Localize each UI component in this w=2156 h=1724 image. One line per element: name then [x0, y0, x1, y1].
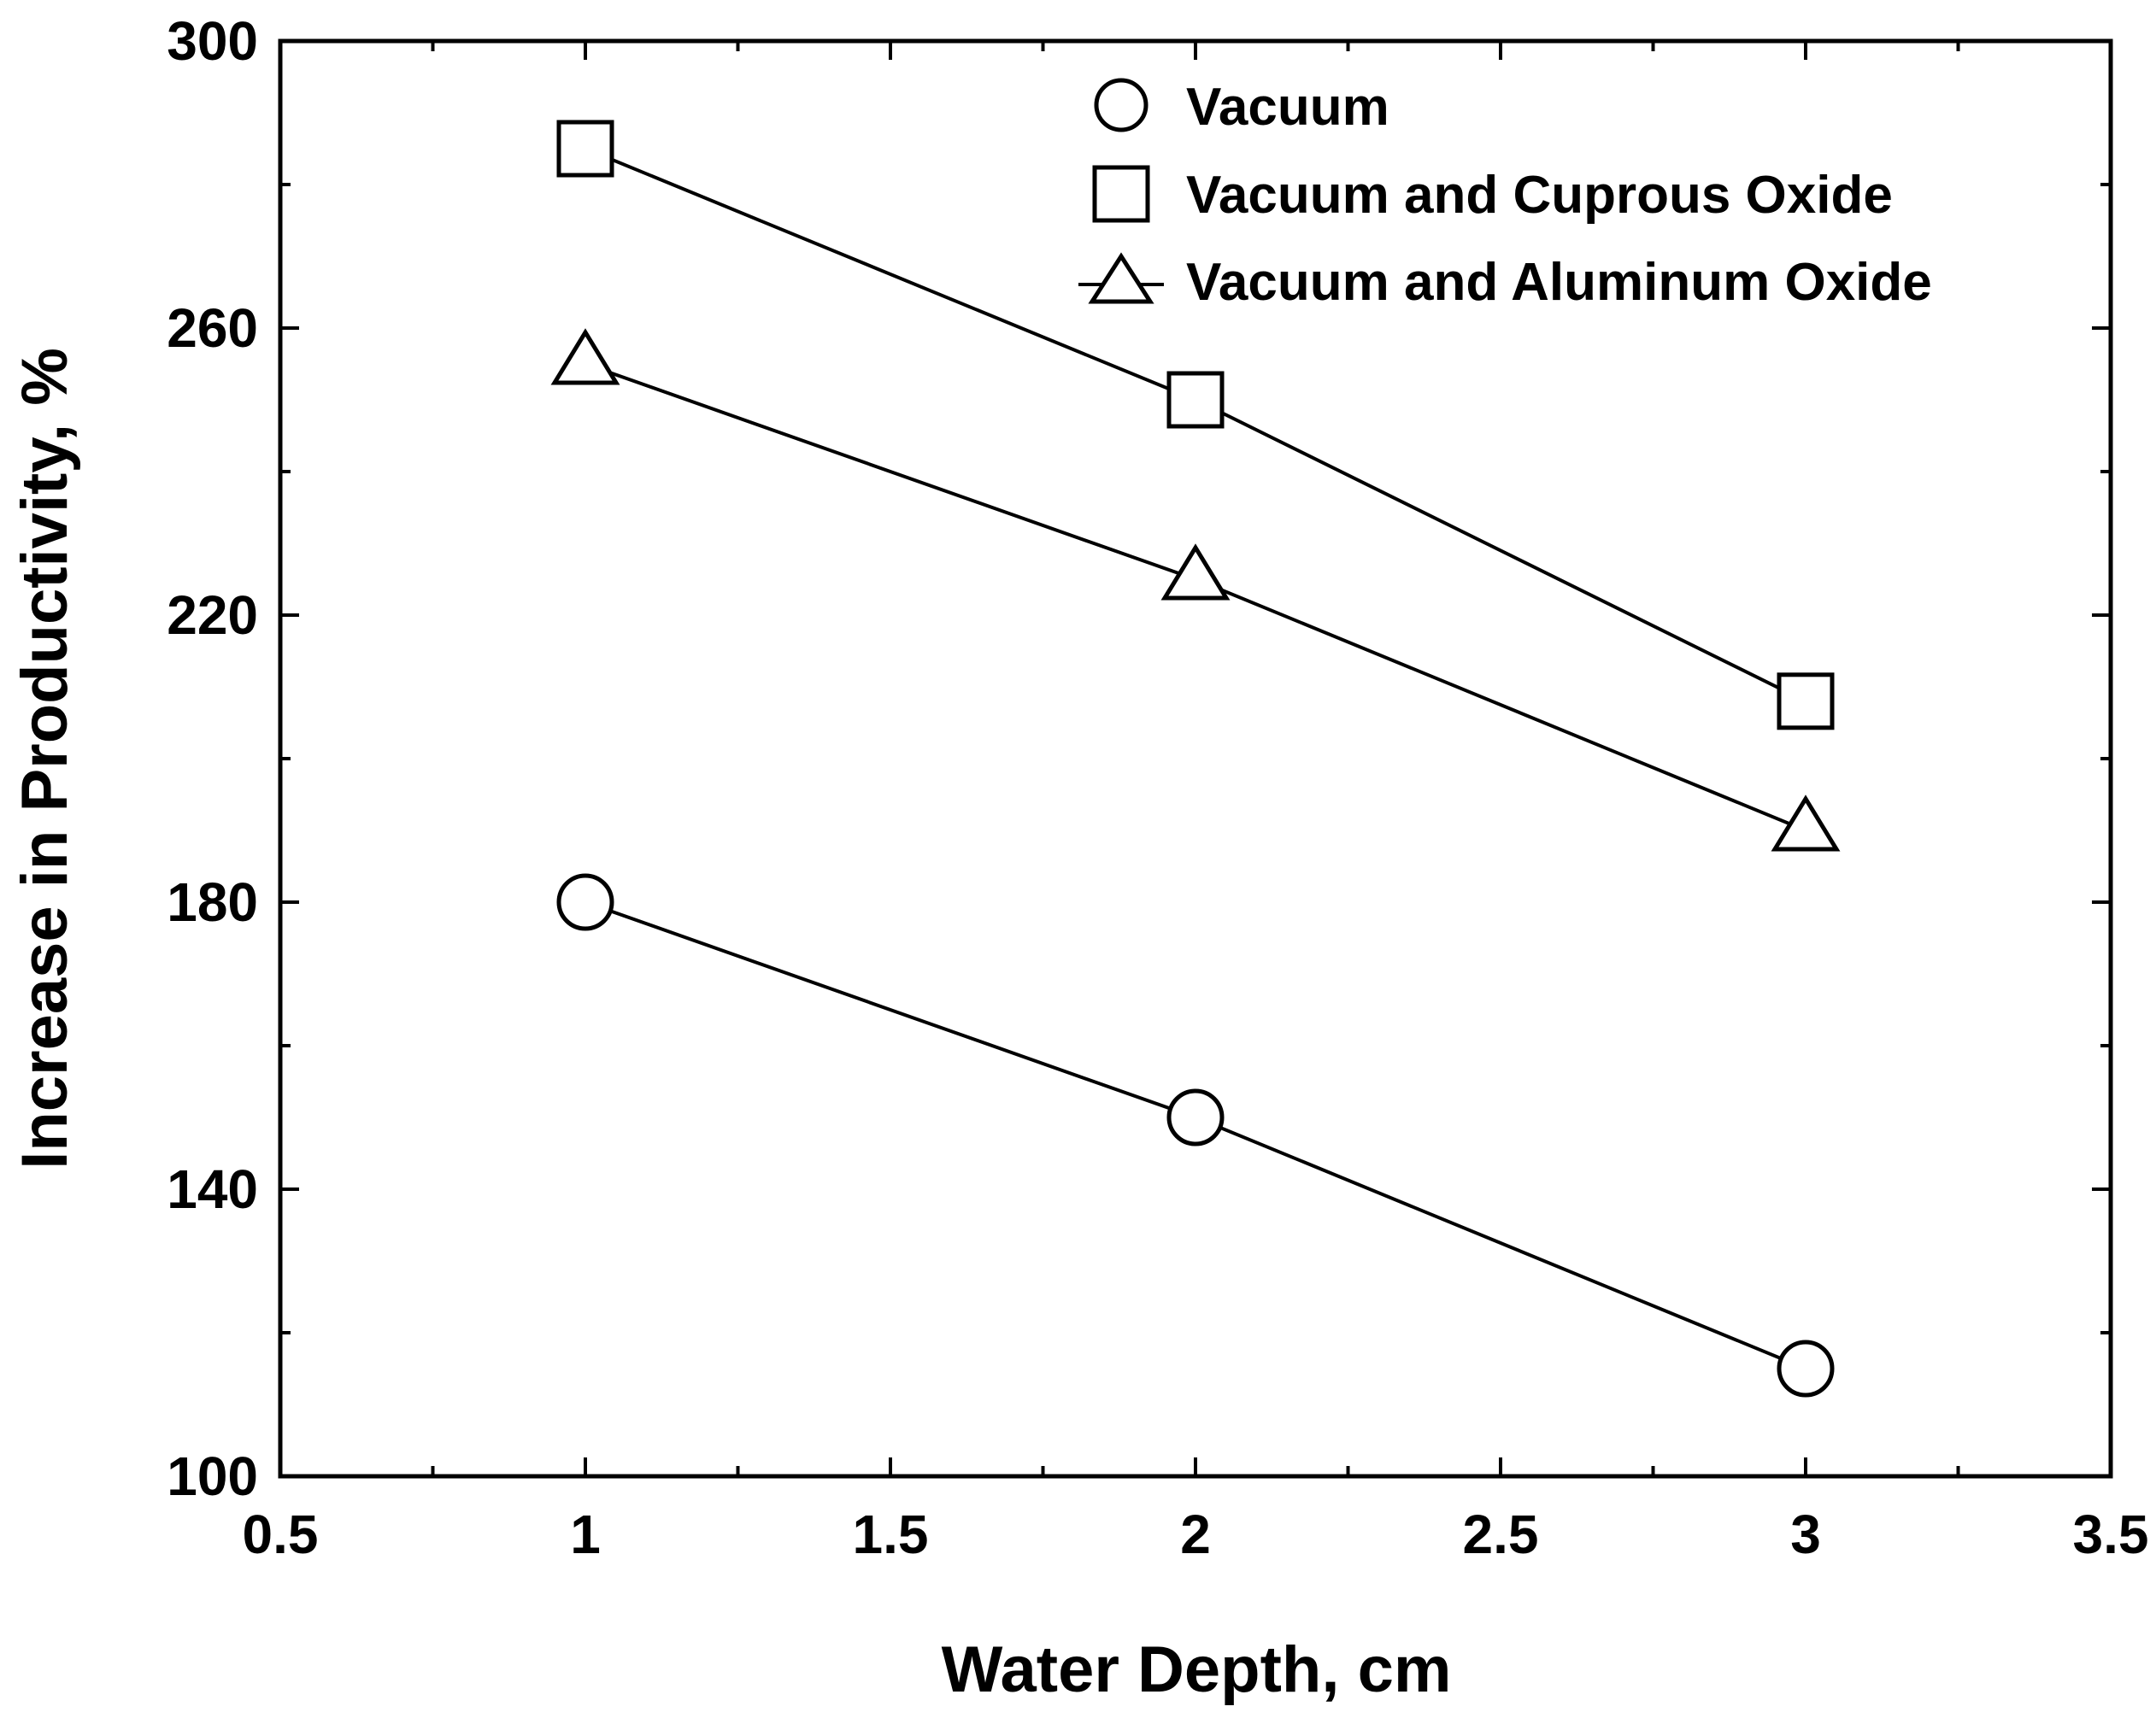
y-tick-label: 180 [167, 871, 258, 933]
x-tick-label: 0.5 [243, 1504, 319, 1565]
legend-marker-square [1092, 165, 1150, 223]
legend-marker-circle [1094, 78, 1148, 132]
legend-marker-triangle [1088, 252, 1154, 304]
x-tick-label: 2.5 [1463, 1504, 1539, 1565]
legend-label-cuprous-oxide: Vacuum and Cuprous Oxide [1186, 166, 1893, 225]
data-point-vacuum-and-aluminum-oxide [550, 328, 620, 385]
data-point-vacuum-and-cuprous-oxide [1777, 672, 1835, 730]
x-tick-label: 1 [570, 1504, 601, 1565]
y-tick-label: 140 [167, 1158, 258, 1220]
series-markers [550, 120, 1841, 1398]
legend: Vacuum Vacuum and Cuprous Oxide Vacuum a… [1078, 78, 1932, 312]
y-tick-label: 100 [167, 1445, 258, 1507]
data-point-vacuum-and-cuprous-oxide [556, 120, 614, 178]
x-tick-label: 3 [1790, 1504, 1821, 1565]
axis-ticks [279, 39, 2112, 1478]
data-point-vacuum-and-cuprous-oxide [1166, 371, 1225, 429]
legend-label-aluminum-oxide: Vacuum and Aluminum Oxide [1186, 253, 1932, 312]
x-tick-label: 1.5 [853, 1504, 929, 1565]
data-point-vacuum-and-aluminum-oxide [1160, 543, 1231, 601]
x-axis-title: Water Depth, cm [942, 1633, 1452, 1706]
series-lines [585, 147, 1806, 1370]
x-tick-label: 2 [1180, 1504, 1211, 1565]
data-point-vacuum [1166, 1088, 1225, 1146]
legend-item-aluminum-oxide: Vacuum and Aluminum Oxide [1078, 252, 1932, 312]
data-point-vacuum [1777, 1340, 1835, 1398]
data-point-vacuum-and-aluminum-oxide [1771, 795, 1841, 852]
y-tick-label: 220 [167, 584, 258, 646]
x-tick-label: 3.5 [2073, 1504, 2149, 1565]
legend-label-vacuum: Vacuum [1186, 78, 1389, 137]
legend-item-cuprous-oxide: Vacuum and Cuprous Oxide [1092, 165, 1893, 225]
legend-item-vacuum: Vacuum [1094, 78, 1389, 137]
data-point-vacuum [556, 873, 614, 931]
y-axis-title: Increase in Productivity, % [9, 348, 81, 1170]
tick-labels: 0.5 1 1.5 2 2.5 3 3.5 100 140 180 220 260 300 [167, 10, 2148, 1565]
y-tick-label: 260 [167, 297, 258, 359]
y-tick-label: 300 [167, 10, 258, 72]
